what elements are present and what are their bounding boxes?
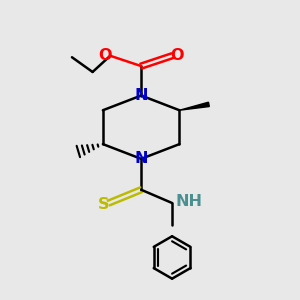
Text: N: N (134, 88, 148, 103)
Text: N: N (134, 151, 148, 166)
Text: S: S (98, 197, 109, 212)
Polygon shape (179, 102, 209, 110)
Text: NH: NH (176, 194, 203, 209)
Text: O: O (171, 48, 184, 63)
Text: O: O (98, 48, 112, 63)
